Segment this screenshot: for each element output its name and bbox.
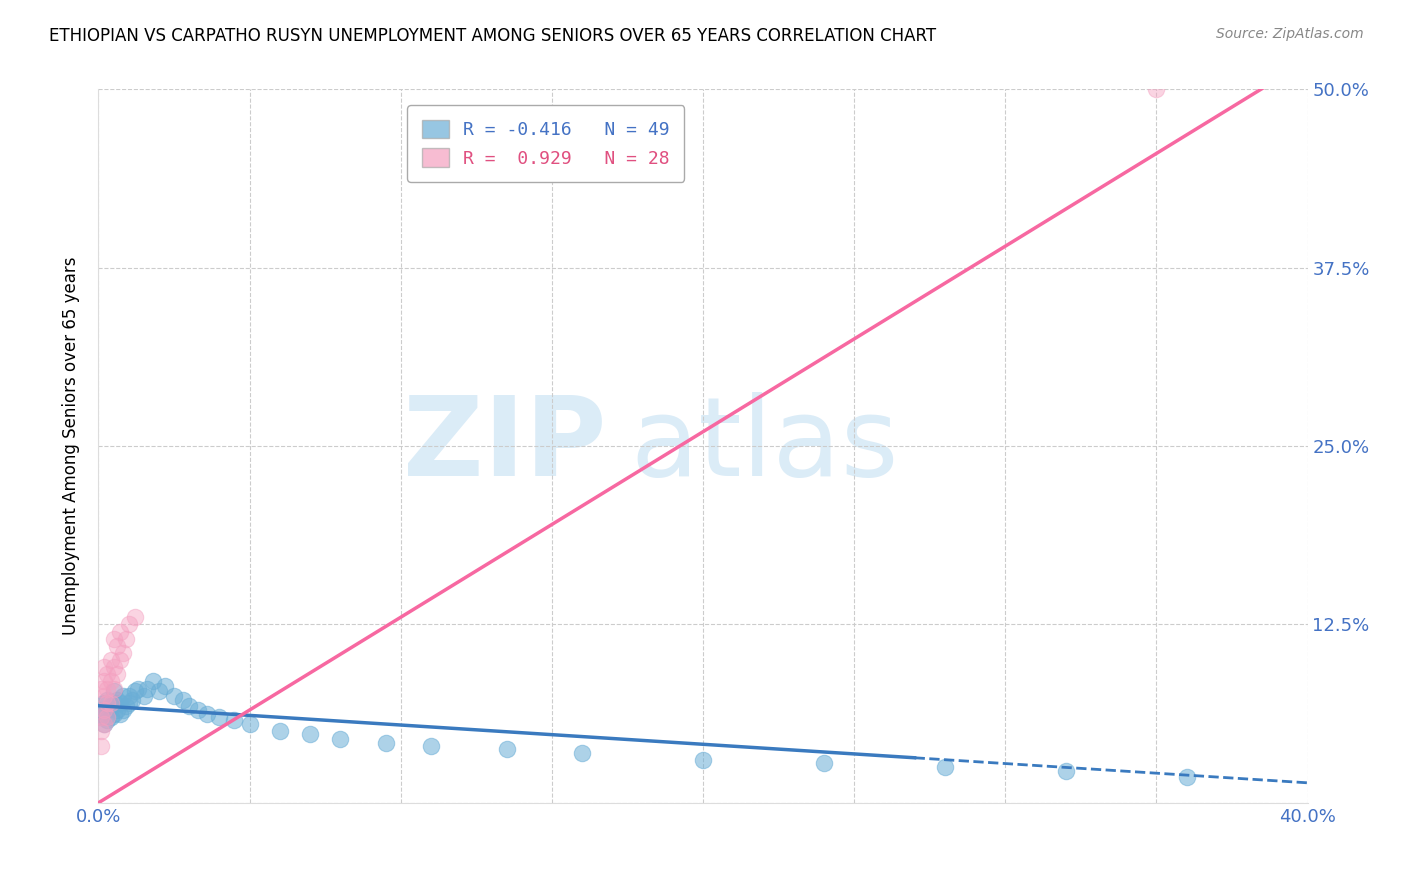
Point [187, 703, 209, 717]
Point [100, 653, 122, 667]
Y-axis label: Unemployment Among Seniors over 65 years: Unemployment Among Seniors over 65 years [62, 257, 80, 635]
Point [420, 739, 443, 753]
Point [93, 660, 115, 674]
Point [111, 646, 134, 660]
Text: atlas: atlas [630, 392, 898, 500]
Point [153, 679, 176, 693]
Point [100, 674, 122, 689]
Point [93, 674, 115, 689]
Point [1175, 770, 1198, 784]
Point [90, 681, 112, 696]
Point [93, 696, 115, 710]
Point [135, 681, 157, 696]
Point [269, 724, 291, 739]
Point [571, 746, 593, 760]
Point [103, 660, 125, 674]
Point [132, 689, 155, 703]
Point [96, 703, 118, 717]
Point [148, 684, 170, 698]
Point [103, 707, 125, 722]
Point [93, 717, 115, 731]
Text: ZIP: ZIP [404, 392, 606, 500]
Point [108, 707, 131, 722]
Point [93, 703, 115, 717]
Point [124, 610, 146, 624]
Text: Source: ZipAtlas.com: Source: ZipAtlas.com [1216, 27, 1364, 41]
Point [105, 639, 128, 653]
Point [103, 681, 125, 696]
Point [108, 624, 131, 639]
Point [90, 710, 112, 724]
Point [96, 681, 118, 696]
Point [195, 707, 218, 722]
Point [127, 681, 149, 696]
Point [96, 693, 118, 707]
Point [108, 653, 131, 667]
Point [108, 696, 131, 710]
Point [813, 756, 835, 770]
Point [100, 696, 122, 710]
Point [111, 689, 134, 703]
Point [163, 689, 186, 703]
Point [118, 696, 141, 710]
Point [1054, 764, 1077, 779]
Text: ETHIOPIAN VS CARPATHO RUSYN UNEMPLOYMENT AMONG SENIORS OVER 65 YEARS CORRELATION: ETHIOPIAN VS CARPATHO RUSYN UNEMPLOYMENT… [49, 27, 936, 45]
Point [114, 698, 136, 713]
Point [90, 710, 112, 724]
Point [1144, 82, 1167, 96]
Point [105, 693, 128, 707]
Point [495, 741, 517, 756]
Point [93, 717, 115, 731]
Point [90, 739, 112, 753]
Point [90, 703, 112, 717]
Point [105, 667, 128, 681]
Point [96, 710, 118, 724]
Point [96, 667, 118, 681]
Point [100, 710, 122, 724]
Point [329, 731, 352, 746]
Point [100, 698, 122, 713]
Point [172, 693, 194, 707]
Point [105, 703, 128, 717]
Point [93, 689, 115, 703]
Point [103, 696, 125, 710]
Point [239, 717, 262, 731]
Point [934, 760, 956, 774]
Point [96, 696, 118, 710]
Point [90, 724, 112, 739]
Point [374, 736, 396, 750]
Point [124, 684, 146, 698]
Point [111, 703, 134, 717]
Point [118, 689, 141, 703]
Legend: R = -0.416   N = 49, R =  0.929   N = 28: R = -0.416 N = 49, R = 0.929 N = 28 [408, 105, 685, 182]
Point [114, 632, 136, 646]
Point [103, 684, 125, 698]
Point [118, 617, 141, 632]
Point [208, 710, 231, 724]
Point [299, 727, 322, 741]
Point [692, 753, 714, 767]
Point [224, 713, 246, 727]
Point [103, 632, 125, 646]
Point [179, 698, 201, 713]
Point [121, 693, 143, 707]
Point [96, 713, 118, 727]
Point [142, 674, 165, 689]
